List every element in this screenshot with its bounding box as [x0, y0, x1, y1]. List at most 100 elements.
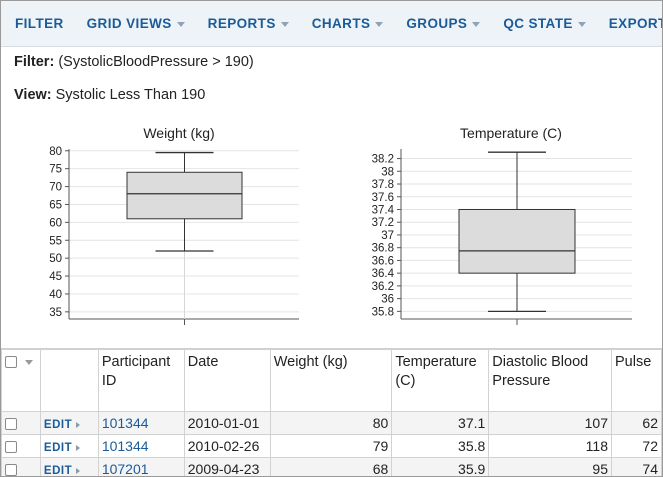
row-action-cell: EDIT	[39, 457, 99, 477]
chevron-down-icon	[176, 21, 185, 27]
edit-link[interactable]: EDIT	[44, 442, 81, 454]
pulse-cell: 72	[610, 434, 662, 458]
y-tick-label: 70	[49, 182, 62, 194]
participant-cell: 101344	[97, 411, 185, 435]
temperature-box-plot: 35.83636.236.436.636.83737.237.437.637.8…	[372, 149, 632, 325]
weight-cell: 68	[269, 457, 393, 476]
column-header-participant-id[interactable]: Participant ID	[97, 349, 185, 412]
chevron-down-icon	[280, 21, 289, 27]
menu-groups[interactable]: GROUPS	[393, 16, 490, 31]
y-tick-label: 65	[49, 199, 62, 211]
temperature-plot-title: Temperature (C)	[460, 125, 562, 141]
column-header-pulse[interactable]: Pulse	[610, 349, 662, 412]
edit-link[interactable]: EDIT	[43, 465, 81, 477]
y-tick-label: 60	[49, 217, 62, 229]
participant-cell: 101344	[97, 434, 185, 458]
row-select-cell	[1, 457, 41, 476]
participant-link[interactable]: 107201	[101, 461, 149, 477]
y-tick-label: 38	[381, 166, 394, 178]
chevron-right-icon	[76, 467, 81, 474]
y-tick-label: 36.8	[372, 243, 394, 255]
y-tick-label: 55	[49, 235, 62, 247]
menu-qc-state[interactable]: QC STATE	[490, 16, 595, 31]
y-tick-label: 36.2	[372, 281, 394, 293]
row-action-cell: EDIT	[39, 434, 99, 458]
row-select-cell	[1, 411, 41, 435]
temperature-cell: 37.1	[391, 411, 490, 435]
row-checkbox[interactable]	[5, 418, 17, 431]
weight-cell: 80	[269, 411, 393, 435]
temperature-cell: 35.8	[391, 434, 490, 458]
grid-header-row: Participant ID Date Weight (kg) Temperat…	[1, 349, 662, 412]
y-tick-label: 38.2	[372, 154, 394, 166]
y-tick-label: 36.6	[372, 255, 394, 267]
y-tick-label: 45	[49, 271, 62, 283]
y-tick-label: 37.6	[372, 192, 394, 204]
edit-label: EDIT	[43, 419, 73, 431]
y-tick-label: 36	[381, 294, 394, 306]
filter-value: (SystolicBloodPressure > 190)	[58, 54, 254, 70]
chevron-right-icon	[76, 444, 81, 451]
y-tick-label: 75	[49, 164, 62, 176]
date-cell: 2009-04-23	[183, 457, 271, 476]
row-action-cell: EDIT	[39, 411, 99, 435]
iqr-box	[458, 208, 576, 274]
y-tick-label: 80	[49, 146, 62, 158]
column-header-date[interactable]: Date	[183, 349, 271, 412]
pulse-cell: 62	[610, 411, 662, 435]
select-all-checkbox[interactable]	[5, 356, 17, 369]
weight-plot-title: Weight (kg)	[143, 125, 215, 141]
participant-link[interactable]: 101344	[101, 438, 149, 454]
diastolic-cell: 118	[488, 434, 612, 458]
menu-qc-state-label: QC STATE	[503, 16, 573, 31]
menu-grid-views-label: GRID VIEWS	[86, 16, 172, 31]
diastolic-cell: 95	[488, 457, 612, 476]
table-row: EDIT 101344 2010-01-01 80 37.1 107 62	[1, 411, 662, 435]
chevron-down-icon[interactable]	[25, 359, 33, 365]
y-tick-label: 37.4	[372, 204, 395, 216]
menu-groups-label: GROUPS	[406, 16, 468, 31]
y-tick-label: 36.4	[372, 268, 395, 280]
chevron-down-icon	[577, 21, 586, 27]
menu-export-label: EXPORT	[608, 16, 662, 31]
menu-reports[interactable]: REPORTS	[195, 16, 299, 31]
menu-reports-label: REPORTS	[207, 16, 276, 31]
column-header-diastolic-bp[interactable]: Diastolic Blood Pressure	[488, 349, 612, 412]
weight-cell: 79	[269, 434, 393, 458]
edit-link[interactable]: EDIT	[43, 419, 81, 431]
view-description: View: Systolic Less Than 190	[14, 87, 205, 103]
chevron-down-icon	[375, 21, 384, 27]
menu-charts-label: CHARTS	[311, 16, 371, 31]
column-header-weight[interactable]: Weight (kg)	[269, 349, 393, 412]
row-select-cell	[1, 434, 41, 458]
y-tick-label: 37.8	[372, 179, 394, 191]
filter-label: Filter:	[14, 54, 55, 70]
menu-grid-views[interactable]: GRID VIEWS	[74, 16, 195, 31]
grid-menu-bar: FILTER GRID VIEWS REPORTS CHARTS GROUPS …	[1, 1, 662, 47]
menu-export[interactable]: EXPORT	[596, 16, 662, 31]
y-tick-label: 40	[49, 289, 62, 301]
y-tick-label: 50	[49, 253, 62, 265]
row-checkbox[interactable]	[5, 441, 17, 454]
row-checkbox[interactable]	[5, 464, 17, 476]
column-header-temperature[interactable]: Temperature (C)	[391, 349, 490, 412]
date-cell: 2010-02-26	[183, 434, 271, 458]
select-all-header	[1, 349, 41, 412]
table-row: EDIT 101344 2010-02-26 79 35.8 118 72	[1, 434, 662, 458]
participant-link[interactable]: 101344	[101, 415, 149, 431]
participant-cell: 107201	[97, 457, 185, 477]
y-tick-label: 35.8	[372, 306, 394, 318]
menu-charts[interactable]: CHARTS	[299, 16, 394, 31]
view-value: Systolic Less Than 190	[55, 87, 206, 103]
filter-description: Filter: (SystolicBloodPressure > 190)	[14, 54, 254, 70]
edit-label: EDIT	[43, 465, 73, 477]
y-tick-label: 35	[49, 307, 62, 319]
menu-filter[interactable]: FILTER	[1, 16, 74, 31]
pulse-cell: 74	[610, 457, 662, 476]
iqr-box	[126, 171, 243, 220]
chevron-right-icon	[76, 421, 81, 428]
weight-box-plot: 35 40 45 50 55 60 65 70 75 80	[49, 146, 299, 325]
y-tick-label: 37	[381, 230, 394, 242]
